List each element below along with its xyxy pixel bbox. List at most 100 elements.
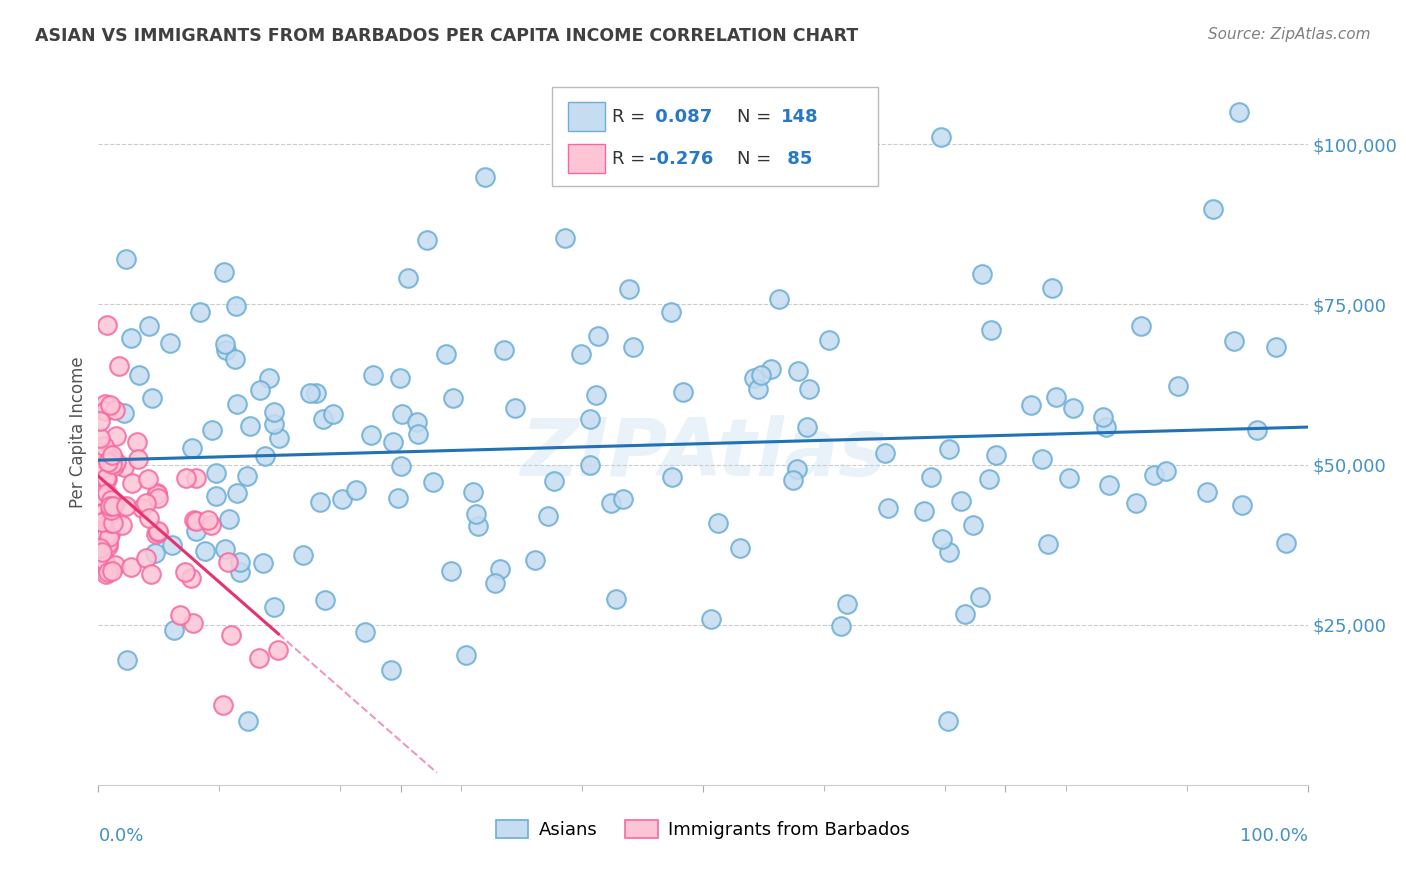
Point <box>523 553 546 567</box>
Point <box>97 454 120 468</box>
Point <box>797 382 820 396</box>
Legend: Asians, Immigrants from Barbados: Asians, Immigrants from Barbados <box>489 813 917 847</box>
Point <box>121 475 143 490</box>
Point <box>181 615 204 630</box>
Point <box>120 560 142 574</box>
Point <box>205 466 228 480</box>
Point <box>464 507 486 521</box>
Point <box>169 608 191 623</box>
Point <box>253 450 276 464</box>
Point <box>661 469 683 483</box>
Point <box>188 305 211 319</box>
Text: 0.0%: 0.0% <box>98 827 143 846</box>
Point <box>931 129 953 144</box>
Point <box>263 405 285 419</box>
Point <box>145 527 167 541</box>
Point <box>100 503 122 517</box>
Point <box>1232 498 1254 512</box>
Point <box>94 524 117 538</box>
Point <box>267 643 290 657</box>
Point <box>950 494 973 508</box>
Point <box>186 514 208 528</box>
Point <box>747 382 769 396</box>
Point <box>1040 281 1063 295</box>
Point <box>180 442 202 456</box>
Point <box>912 504 935 518</box>
Point <box>226 397 249 411</box>
Text: Source: ZipAtlas.com: Source: ZipAtlas.com <box>1208 27 1371 42</box>
Point <box>454 648 477 662</box>
Point <box>101 499 124 513</box>
Point <box>127 451 149 466</box>
Point <box>309 495 332 509</box>
Point <box>749 368 772 382</box>
Point <box>229 555 252 569</box>
Point <box>146 524 169 538</box>
Point <box>396 270 419 285</box>
Point <box>205 489 228 503</box>
Point <box>217 555 239 569</box>
Point <box>707 516 730 530</box>
Point <box>361 368 384 382</box>
Point <box>104 496 127 510</box>
Point <box>305 386 328 401</box>
Point <box>408 426 430 441</box>
Point <box>977 472 1000 486</box>
Point <box>938 545 960 559</box>
Point <box>263 417 285 431</box>
Point <box>93 439 115 453</box>
Point <box>796 420 818 434</box>
Point <box>94 404 117 418</box>
Text: 100.0%: 100.0% <box>1240 827 1308 846</box>
Point <box>238 714 260 728</box>
Point <box>214 336 236 351</box>
Point <box>1062 401 1084 415</box>
Point <box>621 340 644 354</box>
Point <box>104 402 127 417</box>
Point <box>212 698 235 713</box>
Point <box>97 566 120 580</box>
Point <box>225 299 247 313</box>
Point <box>1222 334 1244 348</box>
Point <box>107 359 129 373</box>
Point <box>484 576 506 591</box>
Text: N =: N = <box>737 108 778 126</box>
Point <box>96 485 118 500</box>
Point <box>672 385 695 400</box>
Point <box>94 470 117 484</box>
Text: 85: 85 <box>782 150 813 168</box>
FancyBboxPatch shape <box>568 144 606 173</box>
Point <box>360 428 382 442</box>
Point <box>134 550 156 565</box>
Point <box>114 460 136 475</box>
Point <box>101 457 124 471</box>
Point <box>474 169 496 184</box>
Point <box>93 397 115 411</box>
Point <box>312 412 335 426</box>
Point <box>579 411 602 425</box>
Point <box>612 492 634 507</box>
Point <box>314 593 336 607</box>
Point <box>143 546 166 560</box>
Point <box>224 352 246 367</box>
Point <box>391 407 413 421</box>
Point <box>503 401 526 416</box>
Point <box>1264 340 1286 354</box>
Point <box>89 488 111 502</box>
Point <box>938 442 960 457</box>
Point <box>111 518 134 533</box>
Point <box>936 714 959 728</box>
Point <box>837 598 859 612</box>
Point <box>229 566 252 580</box>
Point <box>105 428 128 442</box>
Point <box>984 448 1007 462</box>
Point <box>292 548 315 562</box>
Point <box>1130 319 1153 334</box>
Point <box>252 556 274 570</box>
Point <box>605 592 627 607</box>
Point <box>1045 390 1067 404</box>
Point <box>1092 409 1115 424</box>
FancyBboxPatch shape <box>551 87 879 186</box>
Point <box>586 329 609 343</box>
Point <box>1094 420 1116 434</box>
